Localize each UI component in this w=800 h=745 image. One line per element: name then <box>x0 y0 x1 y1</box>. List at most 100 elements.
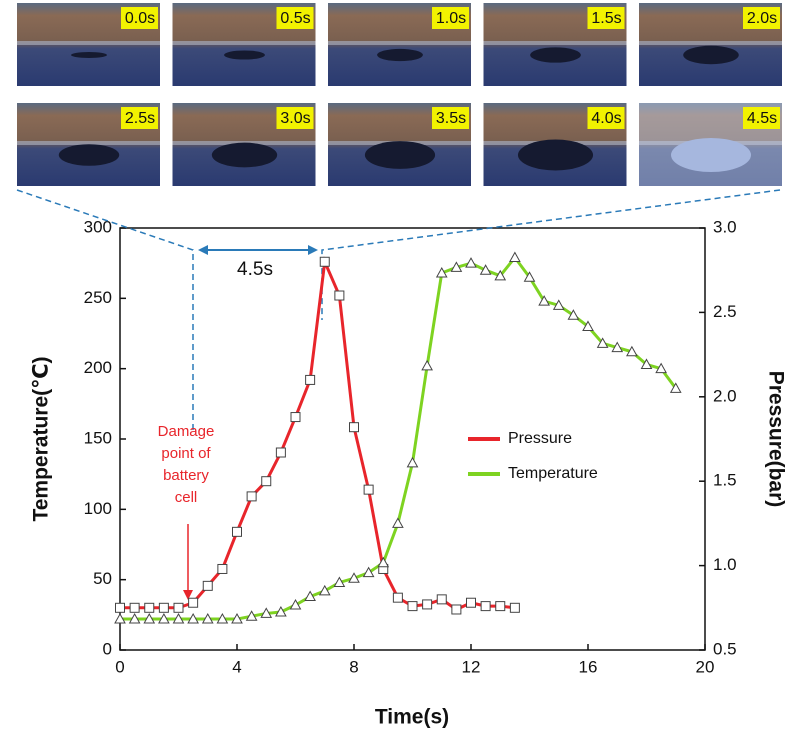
frame-label: 3.0s <box>280 110 310 127</box>
bubble <box>58 144 120 166</box>
series-line <box>120 256 516 612</box>
marker <box>509 602 520 613</box>
y-tick-label: 250 <box>84 288 112 307</box>
frame-rim <box>17 141 160 145</box>
x-tick-label: 4 <box>232 657 241 676</box>
marker <box>422 599 433 610</box>
marker <box>436 594 447 605</box>
marker <box>144 602 155 613</box>
frame-rim <box>639 41 782 45</box>
damage-label: Damage <box>158 423 215 440</box>
x-tick-label: 16 <box>579 657 598 676</box>
marker <box>217 563 228 574</box>
marker <box>465 257 477 268</box>
frame-strip: 0.0s 0.5s 1.0s 1.5s 2.0s 2.5s 3.0s 3.5s 4.0s 4.5s <box>17 3 782 186</box>
frame-rim <box>328 41 471 45</box>
marker <box>260 607 273 618</box>
damage-label: point of <box>161 445 211 462</box>
frame-label-bg <box>276 7 314 29</box>
damage-arrow-head <box>183 590 193 600</box>
y2-tick-label: 2.5 <box>713 302 737 321</box>
marker <box>392 592 403 603</box>
marker <box>246 491 257 502</box>
marker <box>129 602 140 613</box>
marker <box>289 598 302 610</box>
marker <box>334 290 345 301</box>
marker <box>304 590 316 602</box>
x-tick-label: 12 <box>462 657 481 676</box>
marker <box>158 613 170 624</box>
marker <box>318 584 331 596</box>
marker <box>172 613 185 624</box>
bubble <box>377 48 423 62</box>
x-axis-label: Time(s) <box>375 706 449 729</box>
marker <box>231 613 243 624</box>
frame-rim <box>483 41 627 45</box>
marker <box>201 613 214 624</box>
marker <box>596 337 609 348</box>
y2-axis-label: Pressure(bar) <box>764 371 787 508</box>
bubble <box>517 139 594 171</box>
marker <box>348 572 360 583</box>
x-tick-label: 8 <box>349 657 358 676</box>
y-tick-label: 50 <box>93 569 112 588</box>
frame-label: 3.5s <box>436 110 466 127</box>
marker <box>626 345 638 357</box>
frame-label-bg <box>587 107 625 129</box>
marker <box>245 610 258 621</box>
bubble <box>224 50 265 60</box>
marker <box>466 597 476 608</box>
connector <box>321 189 781 320</box>
y2-tick-label: 1.0 <box>713 555 737 574</box>
frame-label-bg <box>587 7 625 29</box>
y2-tick-label: 2.0 <box>713 386 737 405</box>
damage-label: battery <box>163 467 209 484</box>
y2-tick-label: 1.5 <box>713 471 737 490</box>
y-tick-label: 150 <box>84 428 112 447</box>
y-axis-label: Temperature(℃) <box>30 356 53 521</box>
marker <box>509 251 521 263</box>
frame-label: 0.0s <box>125 10 155 27</box>
marker <box>377 556 390 568</box>
marker <box>640 358 653 369</box>
frame-rim <box>17 41 160 45</box>
marker <box>495 601 506 612</box>
marker <box>143 613 156 624</box>
marker <box>275 447 286 458</box>
marker <box>187 613 199 624</box>
marker <box>114 613 126 624</box>
frame-label: 0.5s <box>280 10 310 27</box>
x-tick-label: 20 <box>696 657 715 676</box>
frame-label-bg <box>432 7 469 29</box>
bubble <box>211 142 278 168</box>
marker <box>582 320 594 331</box>
marker <box>451 604 462 615</box>
marker <box>362 566 375 578</box>
marker <box>450 261 463 272</box>
marker <box>173 602 184 613</box>
marker <box>523 271 536 282</box>
bubble <box>683 45 739 65</box>
marker <box>290 412 301 423</box>
y-tick-label: 100 <box>84 499 112 518</box>
y2-tick-label: 0.5 <box>713 639 737 658</box>
frame-label: 2.5s <box>125 110 155 127</box>
frame-label: 2.0s <box>747 10 777 27</box>
bubble <box>71 52 107 58</box>
marker <box>407 601 418 612</box>
marker <box>435 266 448 278</box>
frame-label-bg <box>276 107 314 129</box>
marker <box>494 269 507 281</box>
marker <box>479 264 492 275</box>
frame-rim <box>172 41 316 45</box>
connector <box>16 189 194 430</box>
marker <box>333 576 346 587</box>
marker <box>305 374 316 385</box>
marker <box>669 382 682 393</box>
frame-label: 1.0s <box>436 10 466 27</box>
frame-label: 4.5s <box>747 110 777 127</box>
marker <box>552 299 565 310</box>
marker <box>158 602 169 613</box>
frame-label-bg <box>432 107 469 129</box>
